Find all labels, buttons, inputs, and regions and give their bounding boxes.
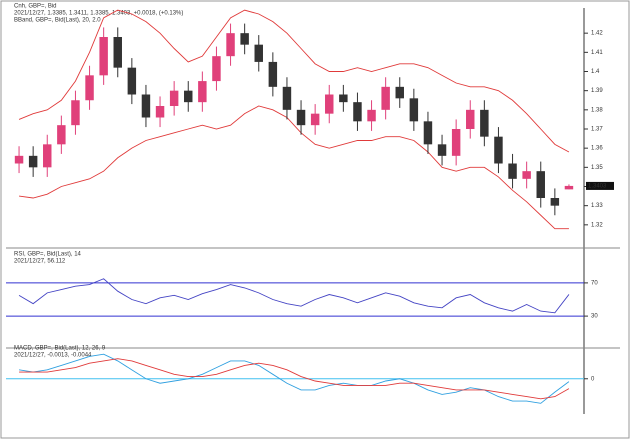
y-tick-label: 1.33 bbox=[591, 203, 603, 209]
y-tick-label: 1.39 bbox=[591, 88, 603, 94]
candle-body bbox=[28, 155, 38, 168]
candle-body bbox=[494, 136, 503, 164]
y-tick-label: 0 bbox=[591, 376, 595, 382]
candle-body bbox=[43, 144, 52, 168]
panel-subtitle: 2021/12/27, 1.3385, 1.3411, 1.3385, 1.34… bbox=[14, 11, 183, 17]
indicator-line bbox=[18, 278, 570, 314]
candle-body bbox=[141, 94, 151, 118]
candle-body bbox=[409, 98, 419, 122]
candle-body bbox=[296, 109, 306, 126]
candle-body bbox=[339, 94, 348, 103]
candle-body bbox=[99, 37, 108, 76]
panel-subtitle: 2021/12/27, -0.0013, -0.0044 bbox=[14, 353, 92, 359]
y-tick-label: 1.42 bbox=[591, 31, 603, 37]
candle-body bbox=[310, 113, 320, 126]
candle-body bbox=[212, 56, 221, 82]
last-price-label: 1.3403 bbox=[588, 184, 607, 190]
panel-subtitle: 2021/12/27, 56.112 bbox=[14, 259, 66, 265]
candle-body bbox=[268, 61, 278, 87]
candle-body bbox=[85, 75, 94, 101]
indicator-label: BBand, GBP=, Bid(Last), 20, 2.0 bbox=[14, 18, 101, 24]
candle-body bbox=[508, 163, 517, 179]
candle-body bbox=[325, 94, 334, 114]
candle-body bbox=[240, 33, 249, 45]
candle-body bbox=[353, 102, 362, 122]
candle-body bbox=[466, 109, 475, 129]
y-tick-label: 1.35 bbox=[591, 165, 603, 171]
candle-body bbox=[395, 86, 404, 99]
candle-body bbox=[437, 144, 447, 156]
indicator-line bbox=[19, 358, 570, 400]
panel-title: RSI, GBP=, Bid(Last), 14 bbox=[14, 252, 82, 258]
candle-body bbox=[198, 81, 207, 103]
panel-title: MACD, GBP=, Bid(Last), 12, 26, 9 bbox=[14, 346, 106, 352]
candle-body bbox=[381, 86, 390, 110]
panel-title: Cnh, GBP=, Bid bbox=[14, 4, 57, 10]
y-tick-label: 70 bbox=[591, 280, 598, 286]
candle-body bbox=[57, 125, 66, 145]
band-lower bbox=[18, 105, 569, 230]
candle-body bbox=[254, 44, 263, 62]
candle-body bbox=[423, 121, 433, 145]
y-tick-label: 1.41 bbox=[591, 50, 603, 56]
y-tick-label: 1.37 bbox=[591, 127, 603, 133]
candle-body bbox=[522, 171, 531, 179]
y-tick-label: 1.36 bbox=[591, 146, 603, 152]
band-upper bbox=[18, 9, 570, 153]
candle-body bbox=[113, 37, 122, 68]
last-price-box bbox=[586, 181, 614, 190]
candle-body bbox=[536, 171, 545, 198]
candle-body bbox=[564, 185, 574, 190]
indicator-line bbox=[18, 353, 570, 404]
candle-body bbox=[169, 90, 179, 106]
candle-body bbox=[480, 109, 489, 137]
candle-body bbox=[71, 100, 80, 126]
y-tick-label: 1.32 bbox=[591, 222, 603, 228]
candle-body bbox=[367, 109, 376, 122]
candle-body bbox=[282, 86, 292, 110]
candle-body bbox=[184, 90, 193, 103]
y-tick-label: 1.4 bbox=[591, 69, 600, 75]
candle-body bbox=[226, 33, 235, 57]
y-tick-label: 1.38 bbox=[591, 107, 603, 113]
y-tick-label: 30 bbox=[591, 314, 598, 320]
candle-body bbox=[155, 106, 165, 118]
candle-body bbox=[14, 155, 24, 164]
candle-body bbox=[127, 67, 137, 95]
candle-body bbox=[451, 129, 461, 156]
candle-body bbox=[550, 198, 560, 206]
